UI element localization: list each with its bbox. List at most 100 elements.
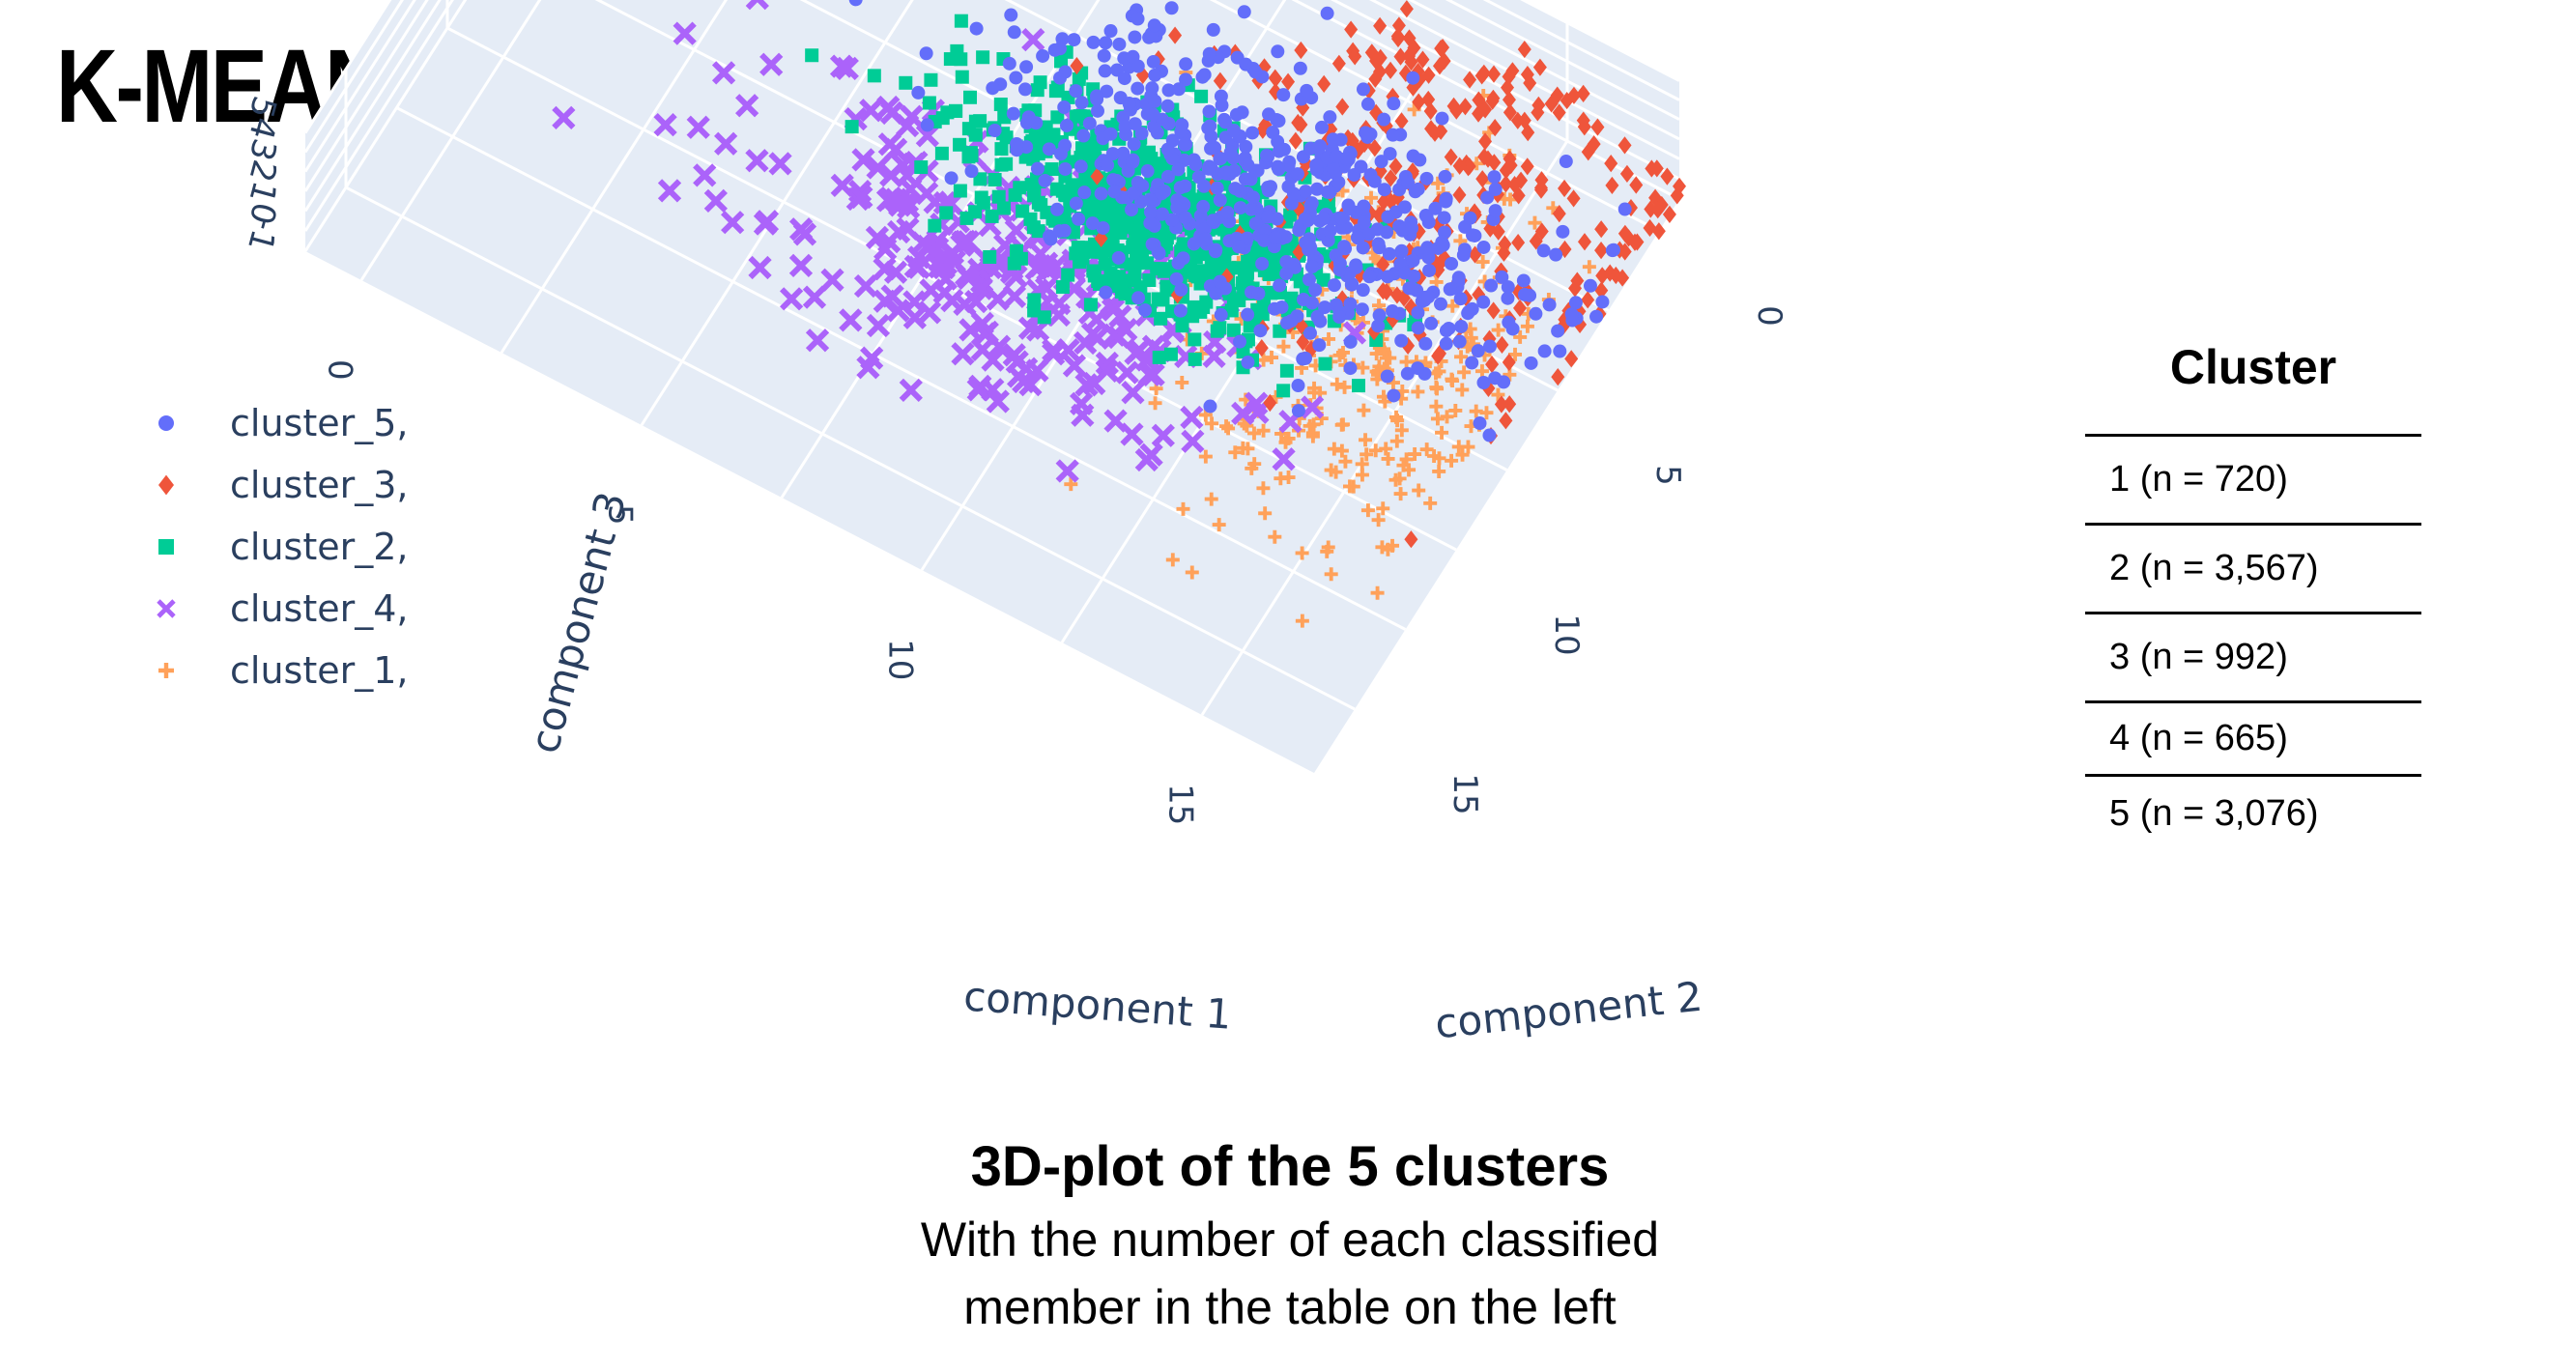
data-point [1475,170,1490,188]
data-point [1205,416,1219,431]
data-point [1356,360,1370,375]
data-point [1253,324,1268,338]
data-point [1293,61,1307,75]
data-point [866,156,890,180]
data-point [1036,48,1050,63]
data-point [1590,118,1605,136]
data-point [1312,338,1327,353]
data-point [1523,73,1537,93]
data-point [1427,449,1442,463]
legend-marker [158,415,174,431]
data-point [1448,403,1463,417]
data-point [1255,121,1270,139]
data-point [1411,182,1425,196]
data-point [953,137,967,152]
data-point [1134,447,1159,472]
data-point [1148,68,1162,82]
data-point [1476,240,1491,254]
legend-marker [158,474,174,496]
data-point [1404,53,1418,71]
data-point [1440,410,1454,424]
data-point [1469,404,1483,418]
data-point [1006,106,1020,121]
data-point [1084,141,1099,156]
data-point [1399,0,1414,18]
data-point [693,163,717,187]
data-points [552,0,1686,628]
table-row: 1 (n = 720) [2085,437,2421,526]
data-point [1188,332,1202,347]
data-point [1255,256,1270,271]
data-point [1174,282,1188,297]
data-point [1482,339,1497,354]
data-point [759,52,784,76]
data-point [1552,205,1566,223]
data-point [1027,293,1042,307]
legend-item[interactable]: cluster_3, [145,454,409,516]
wall-gridline [303,0,1680,252]
data-point [1404,530,1418,549]
data-point [1102,323,1127,347]
data-point [1461,304,1475,319]
data-point [1198,267,1213,281]
data-point [1214,307,1228,322]
data-point [1188,352,1202,366]
data-point [1351,379,1365,393]
data-point [928,218,942,233]
data-point [1387,97,1401,111]
data-point [1377,112,1391,127]
data-point [1018,150,1033,164]
data-point [1326,161,1340,176]
data-point [1423,101,1438,121]
data-point [1305,429,1320,443]
data-point [1428,201,1443,215]
data-point [1390,27,1405,45]
data-point [1383,147,1397,161]
data-point [1445,256,1459,271]
data-point [1453,292,1468,306]
data-point [1372,308,1387,323]
data-point [1128,268,1142,282]
data-point [903,254,928,278]
data-point [802,285,827,309]
legend-item[interactable]: cluster_5, [145,392,409,454]
legend-item[interactable]: cluster_1, [145,640,409,701]
data-point [1362,270,1377,284]
data-point [1228,182,1243,196]
wall-gridline [303,0,1680,232]
data-point [1099,285,1113,300]
data-point [1303,198,1318,213]
legend: cluster_5, cluster_3, cluster_2, cluster_4,… [145,392,409,701]
legend-item[interactable]: cluster_4, [145,578,409,640]
data-point [1553,344,1567,358]
cluster-table: Cluster 1 (n = 720) 2 (n = 3,567) 3 (n = 9… [2085,328,2421,850]
data-point [1097,48,1111,63]
data-point [1629,176,1644,194]
data-point [1359,126,1373,140]
data-point [1502,91,1516,109]
legend-symbol-icon [158,474,174,496]
data-point [1421,250,1436,265]
data-point [1344,20,1359,39]
data-point [1276,88,1291,102]
data-point [1241,356,1255,370]
data-point [1261,210,1275,224]
data-point [1589,309,1604,324]
data-point [1121,381,1145,405]
data-point [1143,215,1158,230]
data-point [1191,170,1206,185]
data-point [1017,316,1043,340]
data-point [745,0,769,11]
data-point [1452,334,1467,349]
data-point [1174,124,1188,138]
data-point [915,181,939,206]
data-point [1013,181,1027,195]
data-point [1294,41,1308,60]
legend-item[interactable]: cluster_2, [145,516,409,578]
data-point [1603,264,1617,282]
data-point [1421,290,1436,304]
data-point [1343,479,1357,494]
data-point [1074,96,1089,110]
data-point [1310,182,1325,196]
